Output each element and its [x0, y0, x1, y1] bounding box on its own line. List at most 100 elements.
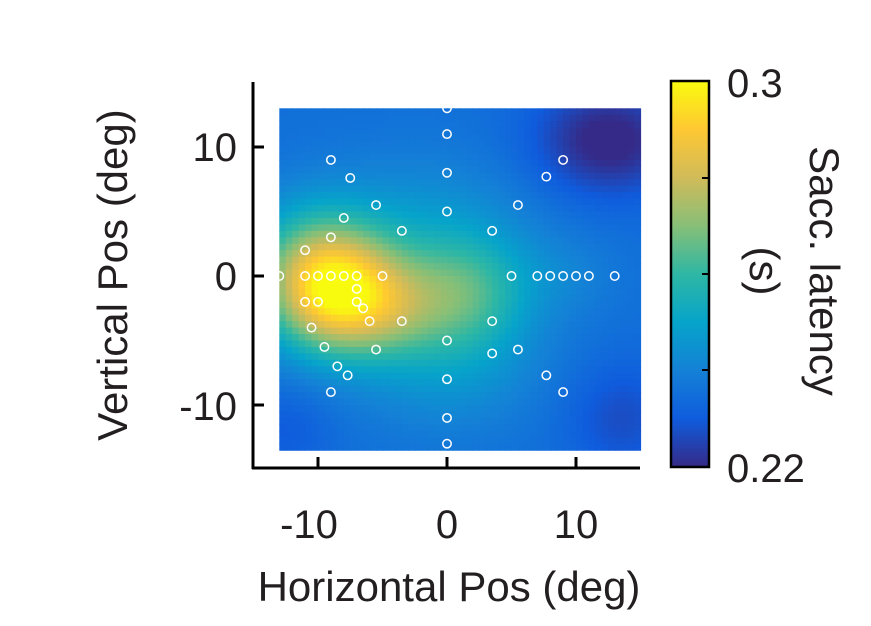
- heatmap-cell: [427, 321, 435, 329]
- heatmap-cell: [337, 430, 345, 438]
- heatmap-cell: [459, 346, 467, 354]
- heatmap-cell: [343, 256, 351, 264]
- heatmap-cell: [537, 366, 545, 374]
- heatmap-cell: [453, 276, 461, 284]
- heatmap-cell: [517, 269, 525, 277]
- heatmap-cell: [569, 237, 577, 245]
- heatmap-cell: [608, 288, 616, 296]
- heatmap-cell: [343, 263, 351, 271]
- heatmap-cell: [382, 405, 390, 413]
- heatmap-cell: [588, 346, 596, 354]
- heatmap-cell: [492, 250, 500, 258]
- heatmap-cell: [479, 321, 487, 329]
- heatmap-cell: [363, 405, 371, 413]
- heatmap-cell: [324, 205, 332, 213]
- heatmap-cell: [279, 437, 287, 445]
- heatmap-cell: [395, 121, 403, 129]
- heatmap-cell: [479, 398, 487, 406]
- heatmap-cell: [543, 327, 551, 335]
- heatmap-cell: [550, 295, 558, 303]
- heatmap-cell: [550, 346, 558, 354]
- heatmap-cell: [363, 211, 371, 219]
- heatmap-cell: [388, 263, 396, 271]
- heatmap-cell: [279, 295, 287, 303]
- heatmap-cell: [485, 430, 493, 438]
- heatmap-cell: [421, 379, 429, 387]
- heatmap-cell: [434, 211, 442, 219]
- heatmap-cell: [285, 140, 293, 148]
- heatmap-cell: [556, 301, 564, 309]
- heatmap-cell: [601, 366, 609, 374]
- heatmap-cell: [621, 250, 629, 258]
- heatmap-cell: [311, 127, 319, 135]
- heatmap-cell: [369, 282, 377, 290]
- heatmap-cell: [608, 250, 616, 258]
- heatmap-cell: [582, 153, 590, 161]
- heatmap-cell: [466, 353, 474, 361]
- heatmap-cell: [285, 359, 293, 367]
- heatmap-cell: [472, 108, 480, 116]
- heatmap-cell: [305, 359, 313, 367]
- heatmap-cell: [408, 379, 416, 387]
- heatmap-cell: [505, 159, 513, 167]
- heatmap-cell: [279, 379, 287, 387]
- heatmap-cell: [318, 385, 326, 393]
- heatmap-cell: [595, 327, 603, 335]
- heatmap-cell: [285, 179, 293, 187]
- heatmap-cell: [595, 379, 603, 387]
- heatmap-cell: [292, 334, 300, 342]
- heatmap-cell: [627, 108, 635, 116]
- heatmap-cell: [634, 256, 642, 264]
- heatmap-cell: [517, 172, 525, 180]
- colorbar-max-label: 0.3: [727, 62, 783, 106]
- heatmap-cell: [459, 147, 467, 155]
- heatmap-cell: [543, 385, 551, 393]
- heatmap-cell: [318, 398, 326, 406]
- heatmap-cell: [414, 359, 422, 367]
- heatmap-cell: [350, 443, 358, 451]
- heatmap-cell: [305, 443, 313, 451]
- heatmap-cell: [530, 314, 538, 322]
- heatmap-cell: [292, 211, 300, 219]
- heatmap-cell: [434, 430, 442, 438]
- heatmap-cell: [337, 147, 345, 155]
- heatmap-cell: [627, 153, 635, 161]
- heatmap-cell: [595, 443, 603, 451]
- heatmap-cell: [292, 430, 300, 438]
- heatmap-cell: [408, 217, 416, 225]
- heatmap-cell: [421, 398, 429, 406]
- heatmap-cell: [614, 301, 622, 309]
- heatmap-cell: [498, 230, 506, 238]
- heatmap-cell: [608, 346, 616, 354]
- heatmap-cell: [292, 185, 300, 193]
- heatmap-cell: [388, 398, 396, 406]
- heatmap-cell: [279, 159, 287, 167]
- heatmap-cell: [524, 411, 532, 419]
- heatmap-cell: [376, 256, 384, 264]
- heatmap-cell: [498, 140, 506, 148]
- heatmap-cell: [311, 224, 319, 232]
- heatmap-cell: [447, 250, 455, 258]
- heatmap-cell: [479, 430, 487, 438]
- heatmap-cell: [311, 340, 319, 348]
- target-point: [306, 322, 317, 333]
- heatmap-cell: [595, 140, 603, 148]
- heatmap-cell: [298, 385, 306, 393]
- heatmap-cell: [453, 153, 461, 161]
- heatmap-cell: [414, 405, 422, 413]
- heatmap-cell: [298, 353, 306, 361]
- heatmap-cell: [298, 172, 306, 180]
- heatmap-cell: [382, 308, 390, 316]
- heatmap-cell: [440, 243, 448, 251]
- heatmap-cell: [414, 179, 422, 187]
- heatmap-cell: [537, 372, 545, 380]
- heatmap-cell: [324, 379, 332, 387]
- heatmap-cell: [505, 295, 513, 303]
- heatmap-cell: [376, 430, 384, 438]
- heatmap-cell: [298, 166, 306, 174]
- heatmap-cell: [627, 327, 635, 335]
- heatmap-cell: [388, 179, 396, 187]
- x-axis-title: Horizontal Pos (deg): [258, 563, 641, 610]
- heatmap-cell: [485, 159, 493, 167]
- heatmap-cell: [292, 379, 300, 387]
